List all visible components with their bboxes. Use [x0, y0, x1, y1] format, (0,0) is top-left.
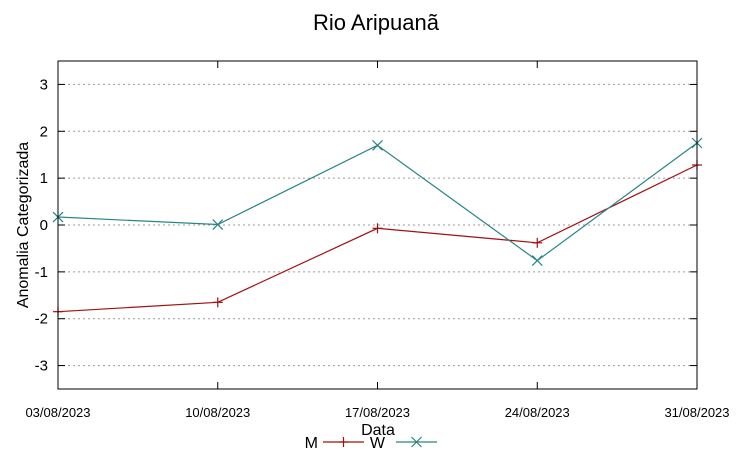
x-tick-label: 24/08/2023	[505, 405, 570, 420]
y-tick-label: 2	[40, 123, 48, 140]
legend-label-W: W	[370, 435, 386, 452]
legend-marker-M	[338, 437, 349, 447]
series-layer	[52, 137, 703, 317]
legend-marker-W	[411, 436, 422, 448]
data-point-M	[212, 297, 223, 308]
y-tick-label: -3	[35, 358, 48, 375]
legend-label-M: M	[305, 435, 318, 452]
plot-frame	[57, 60, 698, 390]
y-tick-label: -1	[35, 264, 48, 281]
x-tick-label: 10/08/2023	[185, 405, 250, 420]
y-axis-label: Anomalia Categorizada	[15, 142, 32, 308]
data-point-M	[532, 237, 543, 248]
data-point-W	[531, 255, 543, 267]
y-axis-ticks: 3 2 1 0 -1 -2 -3	[35, 76, 697, 375]
y-tick-label: -2	[35, 311, 48, 328]
x-tick-label: 03/08/2023	[25, 405, 90, 420]
data-point-M	[372, 223, 383, 234]
series-line-W	[57, 142, 698, 262]
x-axis-ticks: 03/08/2023 10/08/2023 17/08/2023 24/08/2023…	[25, 61, 730, 420]
series-line-M	[57, 164, 698, 313]
data-point-W	[212, 219, 224, 230]
chart-title: Rio Aripuanã	[313, 10, 440, 35]
y-tick-label: 1	[40, 170, 48, 187]
x-tick-label: 17/08/2023	[345, 405, 410, 420]
grid-lines	[58, 83, 697, 367]
y-tick-label: 0	[40, 217, 48, 234]
x-tick-label: 31/08/2023	[664, 405, 729, 420]
x-axis-label: Data	[361, 422, 395, 439]
data-point-W	[372, 139, 383, 151]
y-tick-label: 3	[40, 76, 48, 93]
